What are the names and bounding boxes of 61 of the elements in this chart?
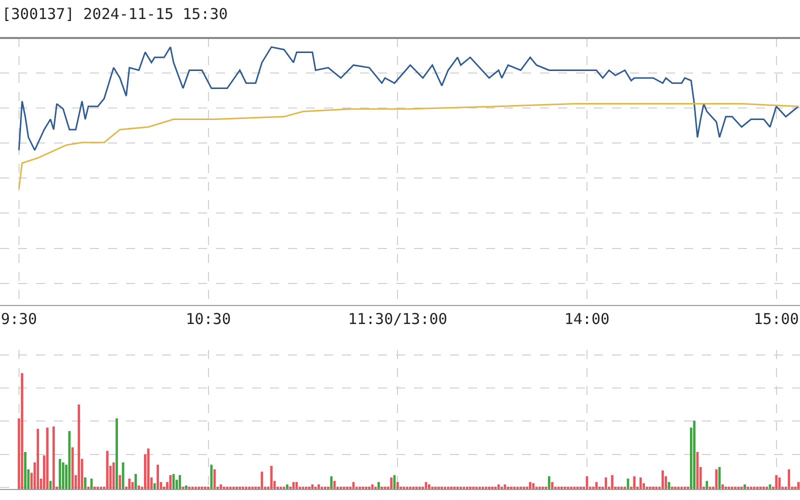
bar: [122, 462, 124, 489]
bar: [172, 474, 175, 489]
bar: [528, 482, 532, 489]
bar: [134, 474, 137, 489]
bar: [106, 450, 108, 489]
chart-title: [300137] 2024-11-15 15:30: [2, 5, 228, 23]
bar: [213, 469, 216, 489]
bar: [662, 470, 664, 489]
bar: [390, 477, 392, 489]
bar: [611, 475, 614, 489]
bar: [604, 477, 608, 489]
bar: [36, 428, 40, 489]
x-tick-label: 9:30: [0, 310, 37, 328]
bar: [138, 486, 140, 489]
bar: [311, 484, 314, 489]
bar: [112, 462, 115, 489]
bar: [378, 482, 380, 489]
bar: [775, 475, 778, 489]
bar: [153, 483, 156, 489]
x-tick-label: 10:30: [186, 310, 231, 328]
x-tick-label: 11:30/13:00: [348, 310, 448, 328]
bar: [797, 482, 800, 489]
x-tick-label: 15:00: [754, 310, 799, 328]
bar: [722, 484, 724, 489]
bar: [693, 420, 696, 489]
bar: [178, 475, 182, 489]
bar: [497, 484, 500, 489]
bar: [128, 478, 131, 489]
bar: [286, 484, 288, 489]
bar: [428, 484, 430, 489]
bar: [78, 404, 80, 489]
bar: [633, 476, 636, 489]
bar: [639, 477, 642, 489]
bar: [52, 426, 55, 489]
bar: [330, 476, 333, 489]
bar: [270, 466, 273, 489]
bar: [220, 484, 222, 489]
bar: [551, 482, 554, 489]
x-tick-label: 14:00: [564, 310, 610, 328]
bar: [118, 475, 122, 489]
bar: [532, 483, 535, 489]
bar: [715, 469, 718, 489]
bar: [169, 475, 172, 489]
bar: [744, 484, 746, 489]
bar: [24, 452, 26, 489]
bar: [46, 428, 49, 489]
bar: [68, 431, 71, 489]
bar: [62, 462, 64, 489]
bar: [706, 480, 708, 489]
bar: [548, 476, 550, 489]
bar: [71, 447, 74, 489]
bar: [20, 373, 24, 489]
bar: [396, 482, 399, 489]
bar: [185, 486, 188, 489]
bar: [84, 477, 86, 489]
bar: [318, 484, 320, 489]
bar: [147, 448, 150, 489]
bar: [295, 482, 298, 489]
bar: [116, 418, 118, 489]
bar: [156, 464, 159, 489]
bar: [371, 484, 374, 489]
